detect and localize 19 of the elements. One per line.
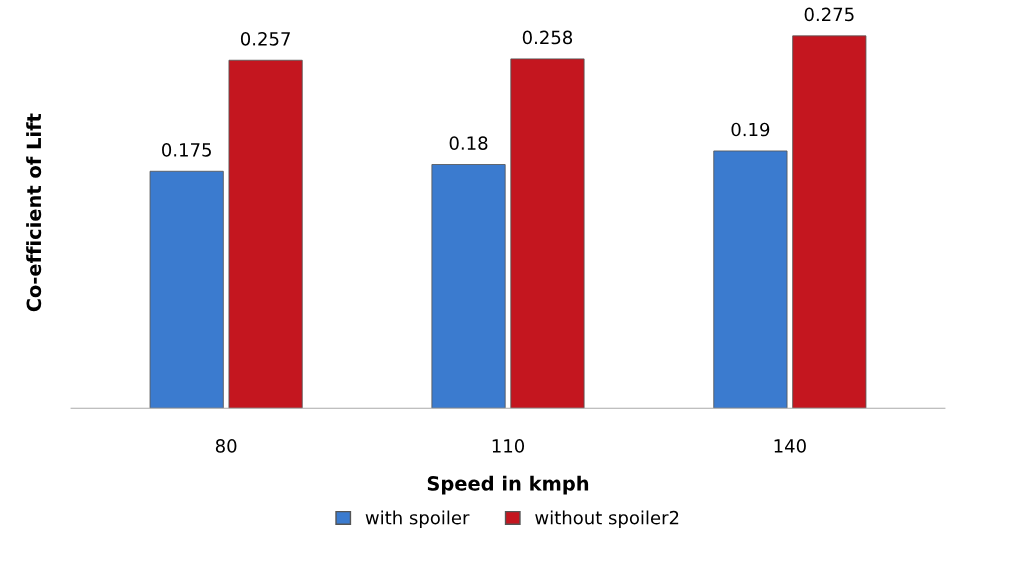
bar: [149, 170, 224, 409]
x-tick-label: 80: [215, 439, 237, 453]
x-axis-title: Speed in kmph: [427, 475, 589, 495]
bar: [713, 150, 788, 409]
data-label: 0.258: [522, 30, 573, 45]
data-label: 0.275: [804, 7, 854, 22]
y-axis-title: Co-efficient of Lift: [26, 113, 42, 312]
bar: [228, 59, 303, 409]
bar: [510, 58, 585, 409]
x-tick-label: 140: [774, 439, 806, 453]
legend-label: with spoiler: [365, 510, 470, 528]
data-label: 0.18: [449, 136, 488, 150]
x-tick-label: 110: [492, 439, 525, 453]
data-label: 0.19: [731, 122, 770, 137]
legend-label: without spoiler2: [535, 510, 679, 528]
bar: [431, 164, 506, 409]
data-label: 0.257: [240, 31, 290, 46]
data-label: 0.175: [162, 143, 211, 157]
bar: [792, 35, 867, 409]
